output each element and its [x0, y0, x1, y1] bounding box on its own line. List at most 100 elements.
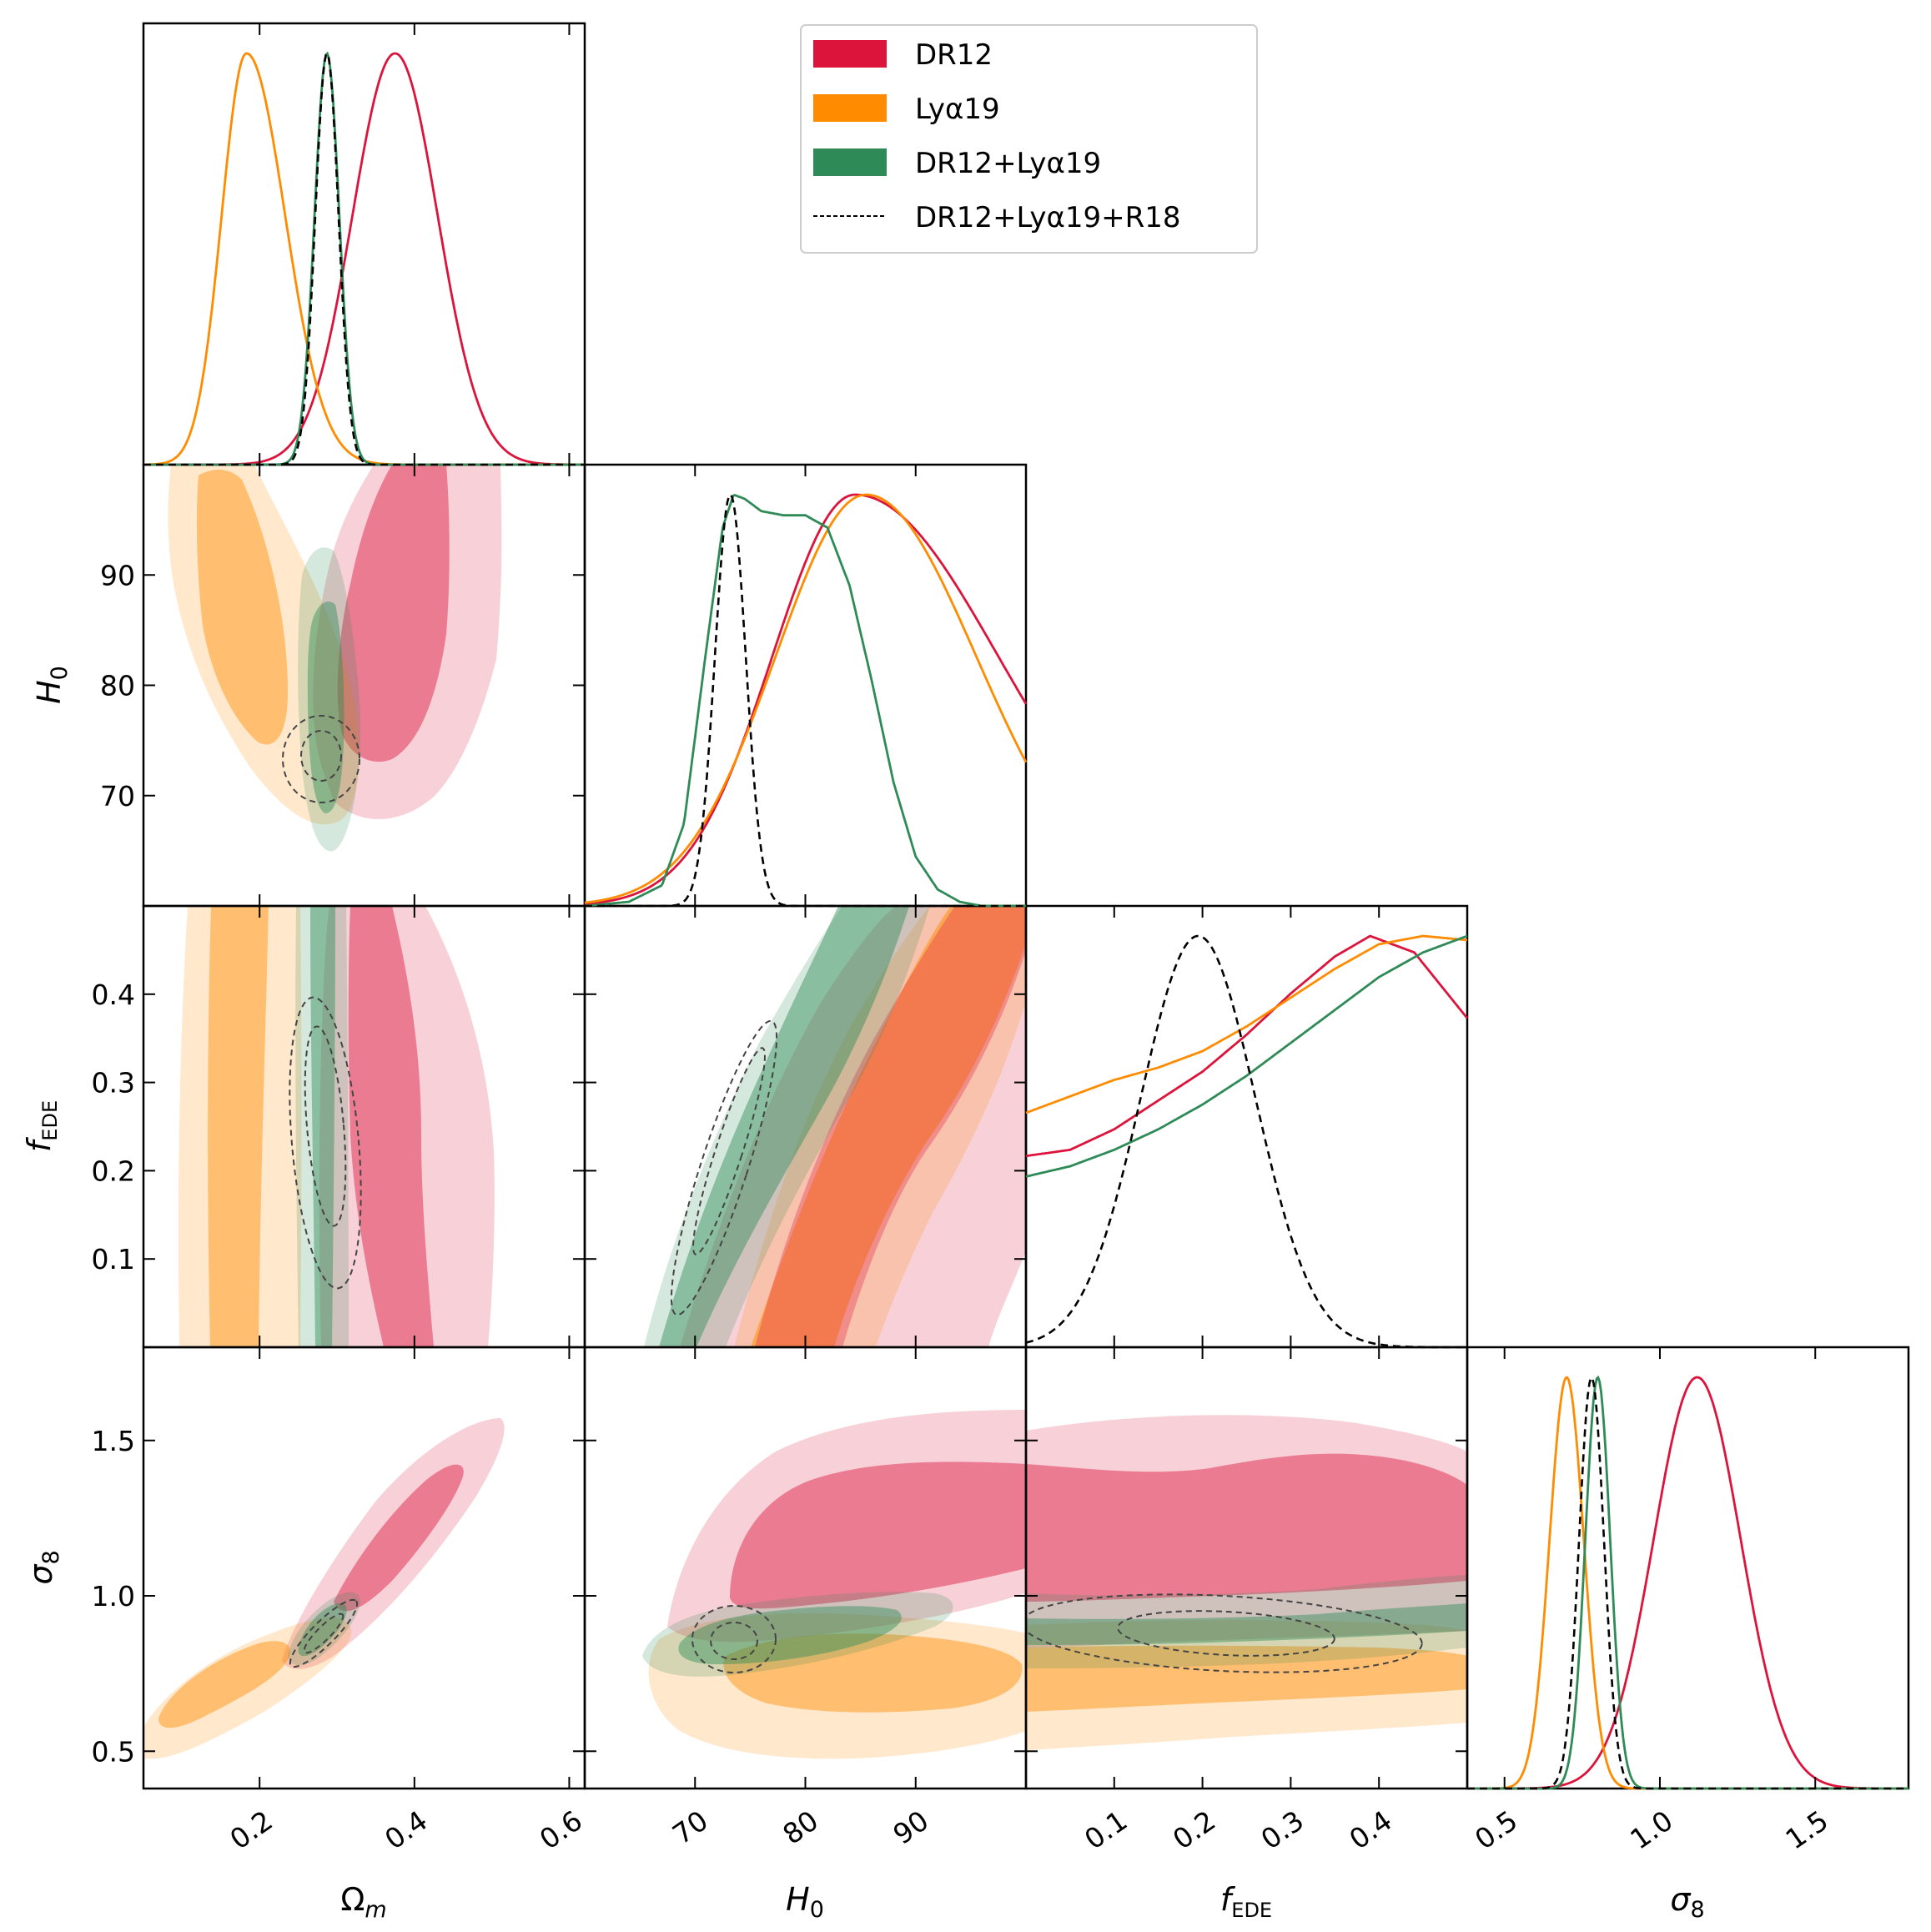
legend: DR12 Lyα19 DR12+Lyα19 DR12+Lyα19+R18 [800, 24, 1258, 254]
frame-omegam-1d [142, 22, 586, 466]
contour-r18-68 [300, 730, 342, 782]
marginal-lya19 [143, 52, 585, 466]
contour-lya19-68 [208, 906, 269, 1347]
x-axis-labels: Ωm H0 fEDE σ8 [340, 1881, 1704, 1923]
y-axis-labels: H0 fEDE σ8 [21, 666, 73, 1585]
contour-lya19-95 [1026, 1620, 1467, 1750]
contour-combined-68 [307, 601, 344, 813]
contour-r18-68 [1117, 1610, 1335, 1657]
marginal-combined [1025, 934, 1468, 1178]
contour-dr12-68 [337, 465, 450, 762]
marginal-combined [584, 493, 1026, 908]
contour-combined-95 [298, 547, 361, 852]
legend-frame [800, 24, 1258, 254]
panel-s8-vs-h0 [642, 1410, 1026, 1759]
legend-label-lya19: Lyα19 [915, 93, 1000, 126]
x-tick-label: 1.5 [1779, 1804, 1833, 1856]
contour-dr12-95 [319, 906, 495, 1347]
x-label-h0: H0 [786, 1881, 824, 1923]
panel-s8-vs-fede [1026, 1415, 1467, 1750]
y-tick-label: 0.3 [92, 1067, 135, 1099]
contour-combined-95 [295, 906, 349, 1347]
x-tick-label: 0.4 [379, 1804, 433, 1856]
contour-r18-68 [692, 1047, 766, 1255]
contour-r18-95 [289, 996, 362, 1290]
marginal-omegam [143, 51, 585, 466]
marginal-lya19 [1467, 1376, 1908, 1790]
contour-dr12-68 [730, 1462, 1026, 1609]
marginal-lya19 [1025, 934, 1468, 1114]
panel-h0-vs-omegam [168, 465, 502, 852]
contour-r18-95 [1026, 1593, 1423, 1673]
x-tick-label: 0.2 [1167, 1804, 1221, 1856]
contour-lya19-68 [751, 906, 1026, 1347]
contour-lya19-95 [648, 1613, 1026, 1759]
y-tick-label: 0.2 [92, 1155, 135, 1187]
legend-swatch-combined [813, 148, 887, 176]
contour-r18-68 [304, 1025, 347, 1227]
contour-r18-68 [710, 1622, 758, 1660]
contour-lya19-68 [196, 470, 288, 745]
contour-combined-95 [642, 1592, 953, 1677]
x-tick-label: 70 [666, 1804, 714, 1851]
contour-dr12-68 [348, 906, 434, 1347]
x-tick-label: 0.1 [1079, 1804, 1133, 1856]
x-tick-label: 1.0 [1624, 1804, 1678, 1856]
contour-lya19-68 [158, 1641, 291, 1728]
marginal-h0 [584, 492, 1028, 908]
y-label-fede: fEDE [21, 1100, 62, 1152]
contour-dr12-95 [282, 1418, 505, 1669]
contour-dr12-68 [1026, 1453, 1467, 1602]
marginal-dr12 [1025, 934, 1469, 1158]
y-tick-label: 0.1 [92, 1243, 135, 1275]
legend-entry-lya19: Lyα19 [813, 93, 1000, 126]
contour-r18-95 [670, 1019, 778, 1316]
x-tick-label: 90 [888, 1804, 935, 1851]
legend-entry-dr12: DR12 [813, 38, 993, 72]
contour-combined-68 [659, 906, 909, 1347]
marginal-r18 [1467, 1376, 1908, 1790]
marginal-dr12 [143, 52, 585, 466]
x-tick-label: 80 [777, 1804, 824, 1851]
contour-dr12-95 [1026, 1415, 1467, 1648]
x-tick-label: 0.6 [534, 1804, 588, 1856]
x-tick-label: 0.4 [1343, 1804, 1397, 1856]
panel-fede-vs-omegam [178, 906, 495, 1347]
x-label-s8: σ8 [1670, 1881, 1704, 1923]
contour-r18-95 [289, 1598, 359, 1668]
y-label-s8: σ8 [23, 1550, 64, 1584]
y-tick-label: 70 [100, 780, 135, 813]
marginal-s8 [1467, 1375, 1908, 1790]
legend-label-dr12: DR12 [915, 38, 993, 72]
contour-lya19-95 [143, 1618, 352, 1759]
contour-combined-68 [310, 906, 335, 1347]
y-tick-label: 1.5 [92, 1425, 135, 1457]
x-label-omegam: Ωm [340, 1881, 386, 1923]
contour-dr12-68 [755, 906, 1026, 1347]
axis-ticks [143, 23, 1817, 1789]
marginal-lya19 [584, 493, 1028, 904]
legend-label-combined: DR12+Lyα19 [915, 147, 1101, 180]
contour-dr12-95 [667, 1410, 1026, 1643]
marginal-fede [1025, 934, 1469, 1349]
contour-r18-95 [691, 1605, 777, 1673]
legend-swatch-dr12 [813, 40, 887, 68]
x-label-fede: fEDE [1220, 1881, 1272, 1922]
y-label-h0: H0 [31, 666, 73, 704]
y-tick-label: 0.5 [92, 1735, 135, 1768]
marginal-r18 [1025, 934, 1467, 1349]
y-tick-label: 1.0 [92, 1580, 135, 1613]
x-tick-label: 0.5 [1469, 1804, 1523, 1856]
legend-entry-combined: DR12+Lyα19 [813, 147, 1101, 180]
frame-fede-1d [1024, 904, 1469, 1349]
marginal-combined [143, 51, 585, 466]
contour-combined-68 [678, 1606, 902, 1664]
panel-s8-vs-omegam [143, 1418, 505, 1759]
frame-h0-1d [583, 463, 1028, 908]
contour-combined-95 [1026, 1575, 1467, 1668]
contour-lya19-68 [723, 1633, 1023, 1713]
contour-dr12-95 [313, 465, 502, 819]
contour-r18-68 [303, 1613, 344, 1654]
legend-entry-r18: DR12+Lyα19+R18 [813, 201, 1181, 234]
